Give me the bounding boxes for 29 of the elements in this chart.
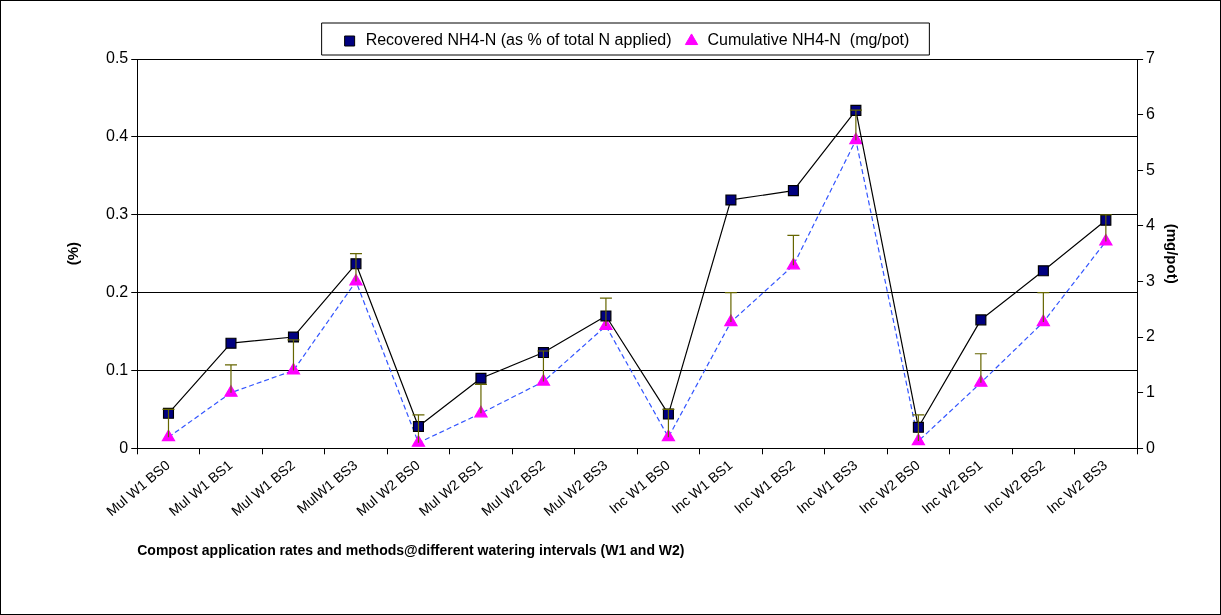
y2-tick-label: 0 xyxy=(1146,438,1156,456)
y2-tick-label: 1 xyxy=(1146,383,1156,401)
point xyxy=(225,337,237,349)
legend-label: Cumulative NH4-N (mg/pot) xyxy=(707,31,910,49)
point xyxy=(661,429,676,442)
legend-label: Recovered NH4-N (as % of total N applied) xyxy=(365,31,672,49)
y-tick-label: 0.1 xyxy=(105,360,129,378)
y-axis-title: (%) xyxy=(64,241,82,266)
y-tick-label: 0.2 xyxy=(105,283,129,300)
x-axis-title: Compost application rates and methods@different watering intervals (W1 and W2) xyxy=(137,542,685,559)
y2-tick-label: 4 xyxy=(1146,216,1156,234)
y2-tick-label: 6 xyxy=(1146,105,1156,123)
y2-axis-title: (mg/pot) xyxy=(1163,223,1181,284)
y2-tick-label: 5 xyxy=(1146,160,1156,178)
point xyxy=(975,314,987,326)
point xyxy=(725,194,737,206)
y-tick-label: 0.5 xyxy=(105,49,129,67)
point xyxy=(286,362,301,375)
y-tick-label: 0.4 xyxy=(105,127,129,145)
y2-tick-label: 2 xyxy=(1146,327,1156,345)
y-tick-label: 0 xyxy=(119,438,129,456)
y2-tick-label: 3 xyxy=(1146,271,1156,289)
point xyxy=(787,185,799,197)
point xyxy=(1037,265,1049,277)
point xyxy=(1036,314,1051,327)
y2-tick-label: 7 xyxy=(1146,49,1156,67)
y-tick-label: 0.3 xyxy=(105,205,129,223)
point xyxy=(475,372,487,384)
point xyxy=(911,433,926,446)
